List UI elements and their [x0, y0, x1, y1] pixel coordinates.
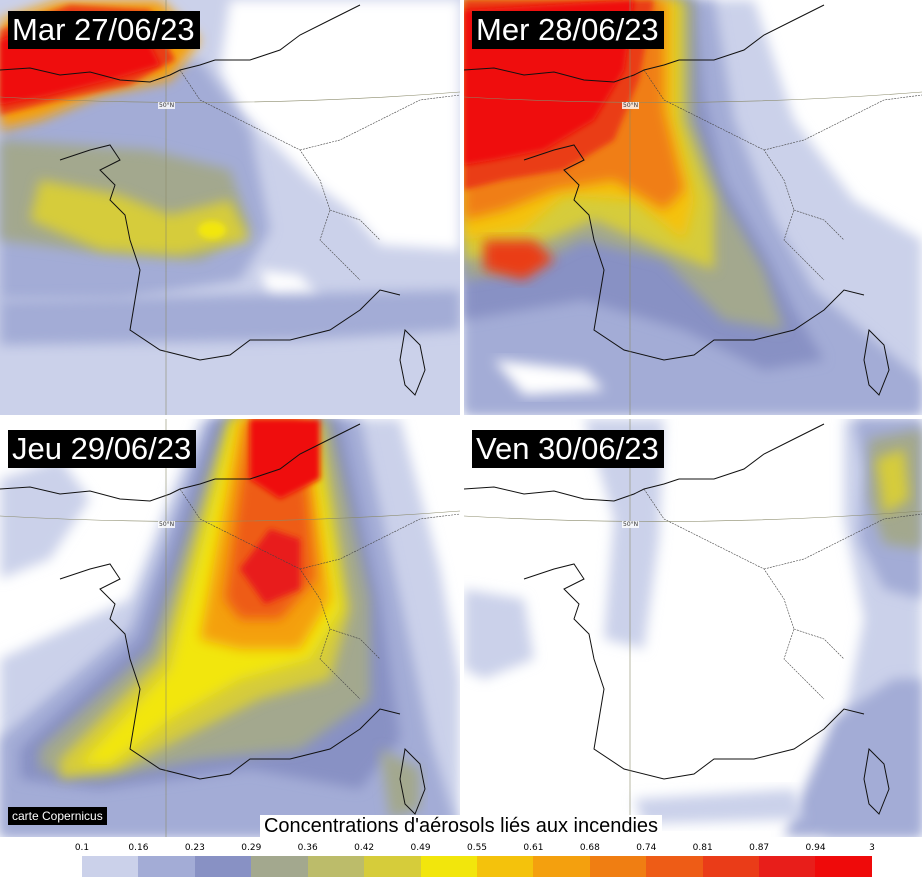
legend-tick-label: 0.81	[692, 843, 713, 853]
legend-swatch	[307, 856, 365, 877]
legend-swatch	[815, 856, 872, 877]
legend-swatch	[646, 856, 703, 877]
legend-tick-label: 0.36	[297, 843, 318, 853]
legend-ticks: 0.1 0.16 0.23 0.29 0.36 0.42 0.49 0.55 0.61 0.68 0…	[0, 842, 922, 854]
legend-swatch	[364, 856, 421, 877]
legend-swatch	[759, 856, 816, 877]
legend-swatch	[82, 856, 139, 877]
legend-tick-label: 0.1	[74, 843, 90, 853]
latitude-label: 50°N	[158, 102, 176, 109]
latitude-label: 50°N	[158, 521, 176, 528]
map-panel-wed-28: 50°N Mer 28/06/23	[464, 0, 922, 415]
legend-tick-label: 0.94	[805, 843, 826, 853]
date-label: Mer 28/06/23	[472, 11, 664, 49]
aerosol-map	[0, 0, 460, 415]
legend-swatch	[533, 856, 590, 877]
legend-tick-label: 0.68	[579, 843, 600, 853]
aerosol-map	[0, 419, 460, 837]
legend-title: Concentrations d'aérosols liés aux incen…	[0, 814, 922, 838]
aerosol-map	[464, 419, 922, 837]
legend-swatch	[138, 856, 195, 877]
aerosol-map	[464, 0, 922, 415]
date-label: Jeu 29/06/23	[8, 430, 197, 468]
date-label: Ven 30/06/23	[472, 430, 664, 468]
legend-tick-label: 0.16	[128, 843, 149, 853]
latitude-label: 50°N	[622, 102, 640, 109]
legend-swatch	[251, 856, 308, 877]
legend-swatch	[589, 856, 647, 877]
legend-tick-label: 0.23	[184, 843, 205, 853]
legend-title-text: Concentrations d'aérosols liés aux incen…	[259, 815, 663, 837]
legend-tick-label: 0.55	[466, 843, 488, 853]
date-label: Mar 27/06/23	[8, 11, 200, 49]
legend-swatch	[194, 856, 252, 877]
legend-tick-label: 0.87	[749, 843, 770, 853]
legend-tick-label: 0.74	[636, 843, 657, 853]
legend-tick-label: 0.49	[410, 843, 431, 853]
legend-tick-label: 3	[869, 843, 875, 853]
legend-tick-label: 0.42	[354, 843, 375, 853]
legend-swatch	[702, 856, 760, 877]
legend-color-bar	[82, 856, 872, 877]
map-credit: carte Copernicus	[8, 807, 107, 825]
map-panel-mon-27: 50°N Mar 27/06/23	[0, 0, 460, 415]
legend-swatch	[476, 856, 534, 877]
legend-tick-label: 0.29	[241, 843, 262, 853]
latitude-label: 50°N	[622, 521, 640, 528]
legend-swatch	[420, 856, 477, 877]
map-panel-fri-30: 50°N Ven 30/06/23	[464, 419, 922, 837]
legend-tick-label: 0.61	[523, 843, 544, 853]
map-panel-thu-29: 50°N Jeu 29/06/23	[0, 419, 460, 837]
